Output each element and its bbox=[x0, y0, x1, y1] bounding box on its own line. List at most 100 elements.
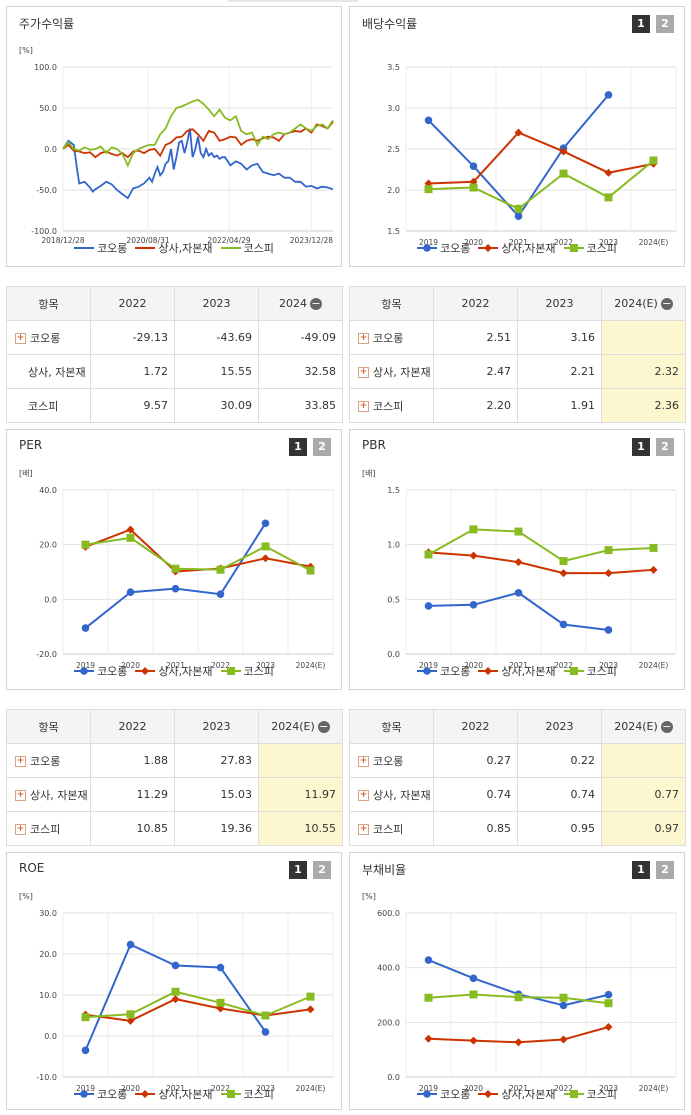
legend-item-kospi[interactable]: 코스피 bbox=[563, 1086, 617, 1102]
legend-item-kospi[interactable]: 코스피 bbox=[220, 240, 274, 256]
legend-item-sector[interactable]: 상사,자본재 bbox=[478, 1086, 556, 1102]
period-button-1[interactable]: 1 bbox=[632, 861, 650, 879]
legend-label: 상사,자본재 bbox=[501, 242, 556, 255]
data-point-kolon bbox=[81, 624, 90, 632]
per-table: 항목 2022 2023 2024(E) − + 코오롱 1.88 27.83 + 상사, 자본재 1… bbox=[6, 709, 343, 846]
series-line-kospi bbox=[85, 536, 311, 572]
data-point-kolon bbox=[171, 584, 180, 593]
legend-item-sector[interactable]: 상사,자본재 bbox=[135, 663, 213, 679]
legend-item-kolon[interactable]: 코오롱 bbox=[74, 240, 127, 256]
period-button-2[interactable]: 2 bbox=[313, 861, 331, 879]
expand-plus-icon[interactable]: + bbox=[15, 756, 26, 767]
data-point-kospi bbox=[261, 542, 270, 551]
data-point-kospi bbox=[559, 557, 568, 566]
data-point-kolon bbox=[424, 602, 433, 610]
collapse-icon[interactable]: − bbox=[660, 720, 673, 733]
row-label[interactable]: + 상사, 자본재 bbox=[6, 777, 91, 812]
period-button-2[interactable]: 2 bbox=[313, 438, 331, 456]
legend-label: 코스피 bbox=[243, 242, 274, 255]
row-label[interactable]: + 상사, 자본재 bbox=[349, 354, 434, 389]
period-button-2[interactable]: 2 bbox=[656, 15, 674, 33]
legend-item-kolon[interactable]: 코오롱 bbox=[74, 1086, 127, 1102]
legend-item-kospi[interactable]: 코스피 bbox=[563, 663, 617, 679]
legend-item-kospi[interactable]: 코스피 bbox=[563, 240, 617, 256]
expand-plus-icon[interactable]: + bbox=[358, 401, 369, 412]
column-header: 2023 bbox=[174, 709, 259, 744]
legend-item-sector[interactable]: 상사,자본재 bbox=[135, 240, 213, 256]
legend-item-sector[interactable]: 상사,자본재 bbox=[135, 1086, 213, 1102]
expand-plus-icon[interactable]: + bbox=[358, 756, 369, 767]
table-cell: 32.58 bbox=[258, 354, 343, 389]
data-point-kospi bbox=[126, 533, 135, 542]
data-point-sector bbox=[261, 554, 270, 563]
row-label[interactable]: + 코오롱 bbox=[349, 743, 434, 778]
row-label[interactable]: + 코스피 bbox=[349, 811, 434, 846]
y-tick-label: -10.0 bbox=[36, 1073, 57, 1082]
data-point-kospi bbox=[306, 992, 315, 1001]
expand-plus-icon[interactable]: + bbox=[358, 824, 369, 835]
data-point-sector bbox=[126, 525, 135, 534]
data-point-kolon bbox=[559, 620, 568, 629]
legend-item-kospi[interactable]: 코스피 bbox=[220, 663, 274, 679]
collapse-icon[interactable]: − bbox=[317, 720, 330, 733]
row-label[interactable]: + 코오롱 bbox=[349, 320, 434, 355]
row-label: 코스피 bbox=[6, 388, 91, 423]
x-tick-label: 2022 bbox=[554, 1084, 573, 1093]
expand-plus-icon[interactable]: + bbox=[358, 333, 369, 344]
expand-plus-icon[interactable]: + bbox=[15, 790, 26, 801]
period-button-2[interactable]: 2 bbox=[656, 438, 674, 456]
expand-plus-icon[interactable]: + bbox=[15, 824, 26, 835]
data-point-kolon bbox=[514, 212, 523, 221]
y-tick-label: 20.0 bbox=[39, 950, 57, 959]
data-point-kolon bbox=[469, 601, 478, 609]
collapse-icon[interactable]: − bbox=[310, 297, 322, 310]
panel-title: PER bbox=[19, 438, 43, 452]
expand-plus-icon[interactable]: + bbox=[358, 790, 369, 801]
legend-item-sector[interactable]: 상사,자본재 bbox=[478, 240, 556, 256]
series-line-kospi bbox=[428, 528, 654, 563]
period-button-1[interactable]: 1 bbox=[632, 15, 650, 33]
row-label[interactable]: + 코오롱 bbox=[6, 743, 91, 778]
y-unit-label: [%] bbox=[19, 892, 33, 901]
period-button-2[interactable]: 2 bbox=[656, 861, 674, 879]
x-tick-label: 2023/12/28 bbox=[290, 236, 333, 245]
y-tick-label: 0.0 bbox=[387, 650, 400, 659]
row-label[interactable]: + 상사, 자본재 bbox=[349, 777, 434, 812]
x-tick-label: 2024(E) bbox=[639, 661, 669, 670]
legend-label: 코오롱 bbox=[97, 665, 128, 678]
data-point-sector bbox=[171, 995, 180, 1004]
data-point-kolon bbox=[514, 588, 523, 597]
legend-item-sector[interactable]: 상사,자본재 bbox=[478, 663, 556, 679]
legend-item-kolon[interactable]: 코오롱 bbox=[417, 240, 470, 256]
period-button-1[interactable]: 1 bbox=[289, 861, 307, 879]
period-buttons: 1 2 bbox=[632, 861, 674, 879]
y-tick-label: 400.0 bbox=[377, 964, 400, 973]
table-row: + 상사, 자본재 2.47 2.21 2.32 bbox=[349, 354, 686, 389]
data-point-kospi bbox=[604, 193, 613, 202]
table-cell: 0.85 bbox=[433, 811, 518, 846]
table-cell: 0.77 bbox=[601, 777, 686, 812]
row-label[interactable]: + 코오롱 bbox=[6, 320, 91, 355]
expand-plus-icon[interactable]: + bbox=[358, 367, 369, 378]
legend-item-kolon[interactable]: 코오롱 bbox=[74, 663, 127, 679]
data-point-kolon bbox=[126, 940, 135, 949]
per-chart: [배] 40.0 20.0 0.0 -20.0 2019 2020 2021 2022 2023 2… bbox=[19, 469, 334, 670]
chart-legend: 코오롱 상사,자본재 코스피 bbox=[350, 240, 684, 256]
table-cell: 1.88 bbox=[90, 743, 175, 778]
row-label[interactable]: + 코스피 bbox=[349, 388, 434, 423]
pbr-table: 항목 2022 2023 2024(E) − + 코오롱 0.27 0.22 + 상사, 자본재 0.… bbox=[349, 709, 686, 846]
data-point-kolon bbox=[126, 588, 135, 597]
legend-item-kolon[interactable]: 코오롱 bbox=[417, 663, 470, 679]
collapse-icon[interactable]: − bbox=[660, 297, 673, 310]
row-label[interactable]: + 코스피 bbox=[6, 811, 91, 846]
chart-legend: 코오롱 상사,자본재 코스피 bbox=[350, 1086, 684, 1102]
period-button-1[interactable]: 1 bbox=[632, 438, 650, 456]
legend-item-kolon[interactable]: 코오롱 bbox=[417, 1086, 470, 1102]
legend-item-kospi[interactable]: 코스피 bbox=[220, 1086, 274, 1102]
x-tick-label: 2018/12/28 bbox=[41, 236, 84, 245]
column-header: 2024− bbox=[258, 286, 343, 321]
data-point-sector bbox=[559, 1035, 568, 1044]
column-header: 항목 bbox=[6, 709, 91, 744]
expand-plus-icon[interactable]: + bbox=[15, 333, 26, 344]
period-button-1[interactable]: 1 bbox=[289, 438, 307, 456]
